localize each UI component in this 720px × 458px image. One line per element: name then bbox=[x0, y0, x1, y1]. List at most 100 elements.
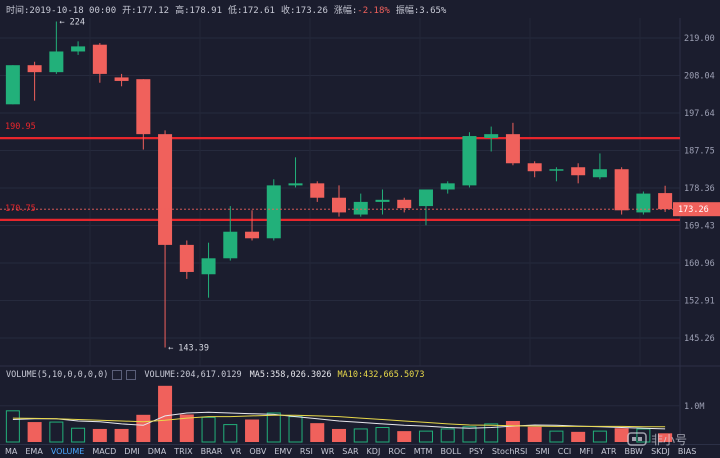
volume-value: VOLUME:204,617.0129 bbox=[144, 370, 242, 380]
ma10-line bbox=[12, 414, 666, 428]
indicator-tab-mtm[interactable]: MTM bbox=[413, 447, 433, 456]
candle-body bbox=[527, 163, 542, 172]
candle-body bbox=[179, 244, 194, 272]
candle-body bbox=[332, 197, 346, 213]
candle-body bbox=[266, 185, 281, 239]
candle-body bbox=[201, 258, 216, 275]
price-annotation: ← 224 bbox=[59, 18, 85, 28]
close-field: 收:173.26 bbox=[280, 5, 328, 16]
volume-bar bbox=[136, 414, 151, 442]
candle-body bbox=[49, 51, 64, 73]
candle-body bbox=[484, 134, 499, 138]
indicator-tab-psy[interactable]: PSY bbox=[469, 447, 484, 456]
volume-bar bbox=[418, 430, 433, 443]
current-price-tag bbox=[673, 202, 720, 217]
volume-bar bbox=[223, 424, 238, 443]
price-tick-label: 178.36 bbox=[684, 184, 715, 194]
price-tick-label: 145.26 bbox=[684, 334, 715, 344]
candle-body bbox=[223, 231, 238, 259]
price-tick-label: 187.75 bbox=[684, 147, 715, 157]
current-price-label: 173.26 bbox=[678, 205, 709, 215]
ma10-value: MA10:432,665.5073 bbox=[337, 370, 425, 380]
ma5-value: MA5:358,026.3026 bbox=[249, 370, 332, 380]
candle-body bbox=[136, 79, 151, 135]
indicator-tab-cci[interactable]: CCI bbox=[557, 447, 572, 456]
indicator-tab-rsi[interactable]: RSI bbox=[299, 447, 313, 456]
volume-bar bbox=[505, 420, 520, 442]
candle-body bbox=[636, 193, 651, 213]
indicator-tab-stochrsi[interactable]: StochRSI bbox=[491, 447, 528, 456]
volume-tick-label: 1.0M bbox=[684, 402, 704, 412]
settings-icon[interactable] bbox=[112, 370, 123, 380]
candle-body bbox=[158, 134, 173, 245]
volume-bar bbox=[527, 426, 542, 442]
indicator-tab-vr[interactable]: VR bbox=[230, 447, 242, 456]
indicator-tab-dmi[interactable]: DMI bbox=[124, 447, 140, 456]
candle-body bbox=[5, 65, 20, 105]
indicator-tab-brar[interactable]: BRAR bbox=[200, 447, 223, 456]
indicator-tab-wr[interactable]: WR bbox=[320, 447, 335, 456]
watermark-logo: 非小号 bbox=[627, 429, 719, 449]
price-tick-label: 219.00 bbox=[684, 34, 715, 44]
volume-bar bbox=[179, 414, 194, 442]
volume-bar bbox=[310, 423, 325, 442]
indicator-tab-bias[interactable]: BIAS bbox=[677, 447, 697, 456]
candle-body bbox=[592, 169, 607, 178]
volume-bar bbox=[49, 421, 64, 443]
volume-bar bbox=[636, 428, 651, 443]
price-tick-label: 160.96 bbox=[684, 259, 715, 269]
indicator-tab-emv[interactable]: EMV bbox=[274, 447, 292, 456]
volume-bar bbox=[484, 423, 499, 443]
volume-bar bbox=[571, 431, 586, 442]
price-chart[interactable]: 219.00 208.04 197.64 187.75 178.36 169.43 160.… bbox=[0, 0, 720, 444]
indicator-tab-roc[interactable]: ROC bbox=[388, 447, 406, 456]
indicator-tab-trix[interactable]: TRIX bbox=[174, 447, 193, 456]
volume-bar bbox=[462, 426, 477, 443]
indicator-tab-bbw[interactable]: BBW bbox=[624, 447, 644, 456]
indicator-tab-kdj[interactable]: KDJ bbox=[366, 447, 381, 456]
candle-body bbox=[397, 199, 412, 209]
indicator-tab-obv[interactable]: OBV bbox=[249, 447, 267, 456]
volume-bar bbox=[92, 428, 107, 442]
volume-bar bbox=[592, 430, 607, 443]
indicator-tab-boll[interactable]: BOLL bbox=[440, 447, 462, 456]
change-field: 涨幅:-2.18% bbox=[333, 5, 390, 16]
indicator-tab-ema[interactable]: EMA bbox=[25, 447, 43, 456]
low-field: 低:172.61 bbox=[228, 5, 275, 16]
volume-bar bbox=[201, 416, 216, 443]
volume-bar bbox=[5, 410, 20, 443]
logo-icon bbox=[627, 432, 647, 446]
volume-bar bbox=[114, 428, 129, 442]
candle-body bbox=[92, 44, 107, 74]
indicator-tab-ma[interactable]: MA bbox=[5, 447, 18, 456]
candle-body bbox=[71, 46, 86, 52]
volume-bar bbox=[353, 428, 368, 443]
candle-body bbox=[505, 134, 520, 164]
ma5-line bbox=[12, 411, 666, 430]
volume-bar bbox=[71, 427, 86, 443]
volume-bar bbox=[266, 412, 281, 443]
price-tick-label: 197.64 bbox=[684, 109, 715, 119]
close-icon[interactable] bbox=[126, 370, 137, 380]
candle-body bbox=[27, 65, 42, 73]
watermark-text: 非小号 bbox=[651, 432, 688, 447]
volume-bar bbox=[658, 433, 673, 442]
candle-body bbox=[658, 193, 673, 210]
candle-body bbox=[549, 169, 564, 171]
high-field: 高:178.91 bbox=[175, 5, 222, 16]
candle-body bbox=[614, 169, 629, 211]
indicator-tab-mfi[interactable]: MFI bbox=[579, 447, 594, 456]
indicator-tab-sar[interactable]: SAR bbox=[342, 447, 359, 456]
candle-body bbox=[462, 136, 477, 186]
indicator-tab-volume[interactable]: VOLUME bbox=[50, 447, 85, 456]
candle-body bbox=[310, 183, 325, 198]
indicator-tab-atr[interactable]: ATR bbox=[601, 447, 617, 456]
price-tick-label: 169.43 bbox=[684, 222, 715, 232]
candle-body bbox=[571, 167, 586, 176]
indicator-tab-skdj[interactable]: SKDJ bbox=[651, 447, 670, 456]
indicator-tab-macd[interactable]: MACD bbox=[92, 447, 117, 456]
indicator-tab-dma[interactable]: DMA bbox=[147, 447, 167, 456]
level-label: 190.95 bbox=[5, 122, 36, 132]
price-tick-label: 152.91 bbox=[684, 296, 715, 306]
indicator-tab-smi[interactable]: SMI bbox=[535, 447, 550, 456]
